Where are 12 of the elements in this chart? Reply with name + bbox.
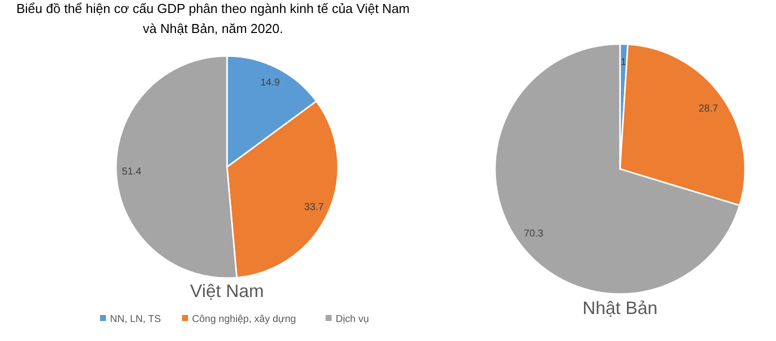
text: Việt Nam xyxy=(190,281,264,301)
legend-label: Dịch vụ xyxy=(336,314,369,325)
data-label: 70.3 xyxy=(524,228,544,240)
data-label: 33.7 xyxy=(304,202,324,213)
data-label: 28.7 xyxy=(698,103,719,114)
data-label: 51.4 xyxy=(122,166,142,178)
legend-label: NN, LN, TS xyxy=(110,314,162,325)
legend-label: Công nghiệp, xây dựng xyxy=(192,314,296,325)
text: Nhật Bản xyxy=(582,298,658,318)
data-label: 14.9 xyxy=(260,77,280,88)
chart-title: Biểu đồ thể hiện cơ cấu GDP phân theo ngành kinh tế của Việt Nam và Nhật Bản, năm 2020. xyxy=(16,1,410,36)
data-label: 1 xyxy=(620,57,627,68)
